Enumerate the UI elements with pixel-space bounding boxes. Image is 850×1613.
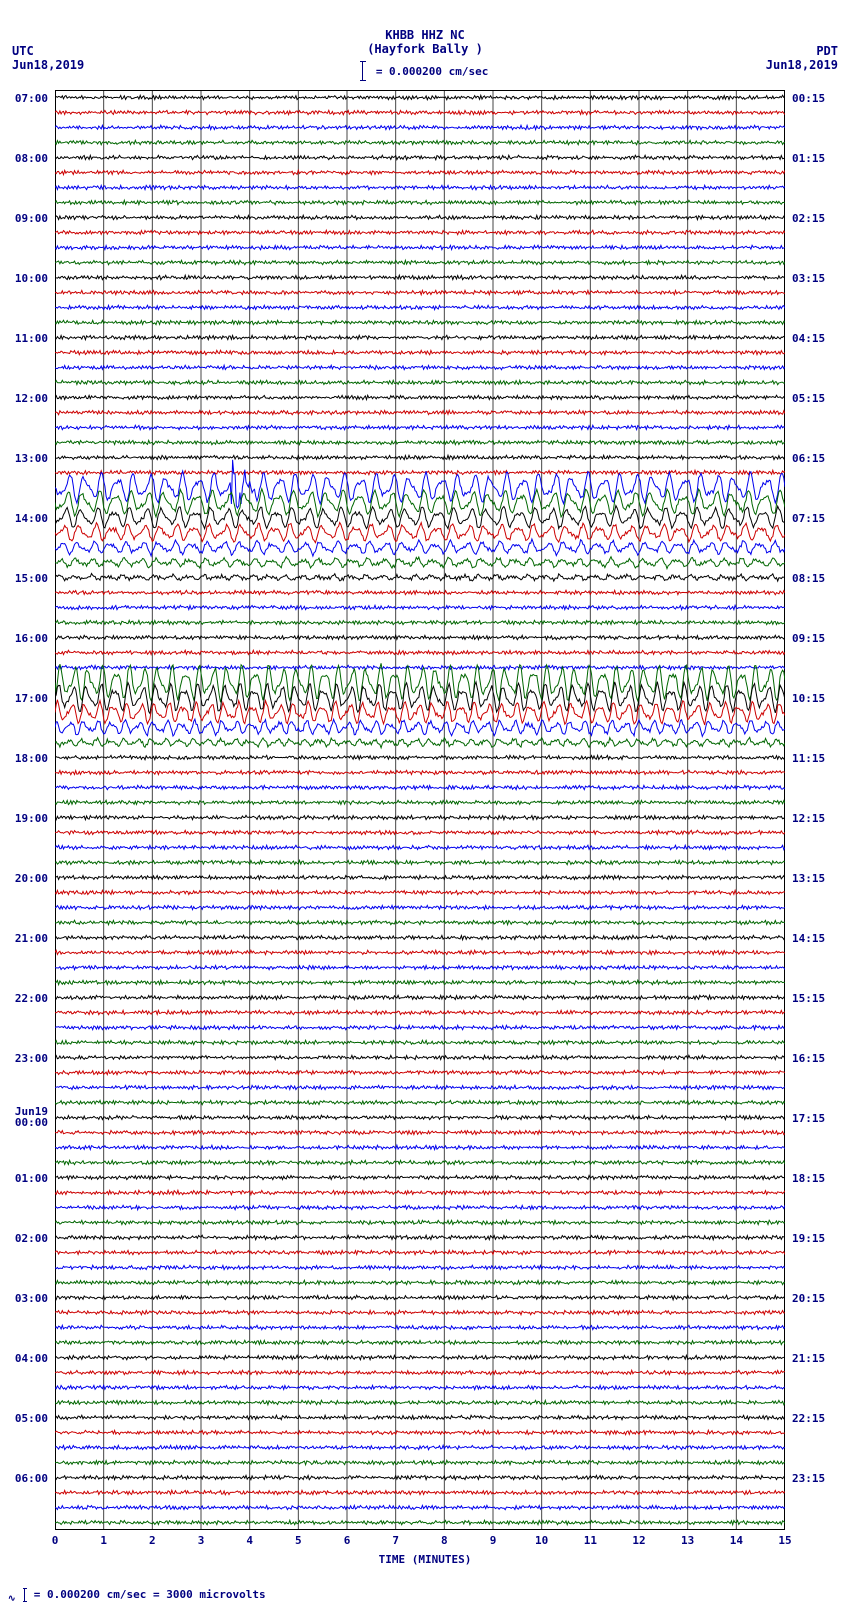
right-axis-label: 05:15 (792, 392, 825, 405)
left-axis-label: 19:00 (0, 812, 48, 825)
x-axis-tick-label: 9 (490, 1534, 497, 1547)
x-axis-tick-label: 6 (344, 1534, 351, 1547)
x-axis-tick-label: 5 (295, 1534, 302, 1547)
left-axis-label: 02:00 (0, 1232, 48, 1245)
seismogram-plot (55, 90, 785, 1530)
right-axis-label: 09:15 (792, 632, 825, 645)
x-axis-tick-label: 8 (441, 1534, 448, 1547)
x-axis-tick-label: 2 (149, 1534, 156, 1547)
right-axis-label: 16:15 (792, 1052, 825, 1065)
right-axis-label: 08:15 (792, 572, 825, 585)
left-axis-label: 12:00 (0, 392, 48, 405)
left-axis-label: 07:00 (0, 92, 48, 105)
x-axis-tick-label: 15 (778, 1534, 791, 1547)
left-axis-label: Jun1900:00 (0, 1106, 48, 1128)
footer-text: = 0.000200 cm/sec = 3000 microvolts (34, 1588, 266, 1601)
right-axis-label: 11:15 (792, 752, 825, 765)
right-axis-label: 00:15 (792, 92, 825, 105)
left-axis-label: 17:00 (0, 692, 48, 705)
footer-scale: ∿ = 0.000200 cm/sec = 3000 microvolts (8, 1588, 266, 1604)
left-axis-label: 01:00 (0, 1172, 48, 1185)
left-axis-label: 08:00 (0, 152, 48, 165)
right-axis-label: 19:15 (792, 1232, 825, 1245)
x-axis-tick-label: 13 (681, 1534, 694, 1547)
right-axis-label: 14:15 (792, 932, 825, 945)
title-line-2: (Hayfork Bally ) (0, 42, 850, 56)
left-axis-label: 03:00 (0, 1292, 48, 1305)
right-axis-label: 03:15 (792, 272, 825, 285)
scale-text: = 0.000200 cm/sec (376, 65, 489, 78)
right-axis-label: 20:15 (792, 1292, 825, 1305)
left-axis-label: 14:00 (0, 512, 48, 525)
right-axis-label: 17:15 (792, 1112, 825, 1125)
x-axis-tick-label: 12 (632, 1534, 645, 1547)
left-axis-label: 06:00 (0, 1472, 48, 1485)
right-axis-label: 15:15 (792, 992, 825, 1005)
x-axis-tick-label: 11 (584, 1534, 597, 1547)
left-timezone: UTC (12, 44, 34, 58)
x-axis-tick-label: 14 (730, 1534, 743, 1547)
right-axis-label: 23:15 (792, 1472, 825, 1485)
right-axis-label: 01:15 (792, 152, 825, 165)
left-axis-label: 09:00 (0, 212, 48, 225)
x-axis-title: TIME (MINUTES) (0, 1553, 850, 1566)
right-timezone: PDT (816, 44, 838, 58)
left-axis-label: 13:00 (0, 452, 48, 465)
left-axis-label: 21:00 (0, 932, 48, 945)
left-axis-label: 04:00 (0, 1352, 48, 1365)
x-axis-tick-label: 10 (535, 1534, 548, 1547)
left-axis-label: 16:00 (0, 632, 48, 645)
left-axis-label: 15:00 (0, 572, 48, 585)
right-axis-label: 06:15 (792, 452, 825, 465)
left-axis-label: 18:00 (0, 752, 48, 765)
left-axis-label: 11:00 (0, 332, 48, 345)
right-axis-label: 13:15 (792, 872, 825, 885)
right-date: Jun18,2019 (766, 58, 838, 72)
left-date: Jun18,2019 (12, 58, 84, 72)
right-axis-label: 21:15 (792, 1352, 825, 1365)
x-axis-tick-label: 3 (198, 1534, 205, 1547)
right-axis-label: 07:15 (792, 512, 825, 525)
x-axis-tick-label: 7 (392, 1534, 399, 1547)
right-axis-label: 22:15 (792, 1412, 825, 1425)
right-axis-label: 12:15 (792, 812, 825, 825)
seismogram-container: KHBB HHZ NC (Hayfork Bally ) = 0.000200 … (0, 0, 850, 1613)
left-axis-label: 10:00 (0, 272, 48, 285)
right-axis-label: 10:15 (792, 692, 825, 705)
right-axis-label: 04:15 (792, 332, 825, 345)
x-axis-tick-label: 0 (52, 1534, 59, 1547)
left-axis-label: 05:00 (0, 1412, 48, 1425)
title-line-1: KHBB HHZ NC (0, 28, 850, 42)
left-axis-label: 22:00 (0, 992, 48, 1005)
right-axis-label: 02:15 (792, 212, 825, 225)
x-axis-tick-label: 4 (246, 1534, 253, 1547)
right-axis-label: 18:15 (792, 1172, 825, 1185)
x-axis-tick-label: 1 (100, 1534, 107, 1547)
left-axis-label: 20:00 (0, 872, 48, 885)
scale-indicator: = 0.000200 cm/sec (0, 62, 850, 80)
left-axis-label: 23:00 (0, 1052, 48, 1065)
